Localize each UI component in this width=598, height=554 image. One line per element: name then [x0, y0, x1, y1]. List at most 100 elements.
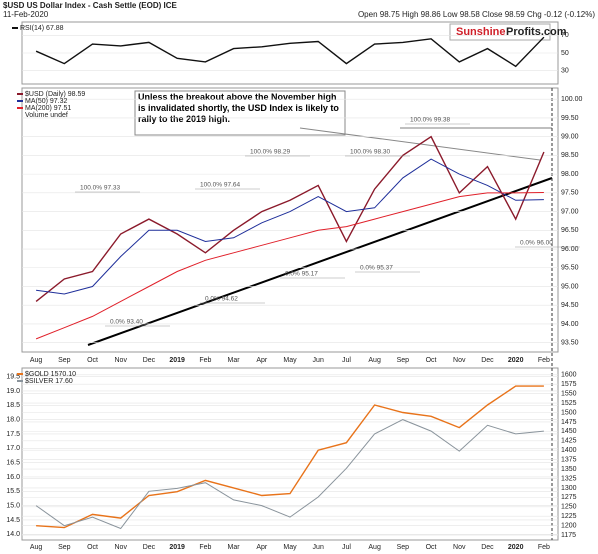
y-tick-label: 1400: [561, 447, 577, 454]
y-tick-label: 95.00: [561, 283, 579, 290]
y-tick-label: 98.50: [561, 152, 579, 159]
x-tick-label: Oct: [87, 357, 98, 364]
x-tick-label: Dec: [481, 357, 494, 364]
y-tick-label: 17.0: [6, 445, 20, 452]
y-tick-label: 15.5: [6, 488, 20, 495]
series-line: [36, 385, 544, 529]
x-tick-label: Nov: [453, 544, 466, 551]
y-tick-label: 14.5: [6, 517, 20, 524]
y-tick-label: 93.50: [561, 339, 579, 346]
x-tick-label: Feb: [538, 544, 550, 551]
legend-label: $USD (Daily) 98.59: [25, 91, 85, 98]
y-tick-label: 1500: [561, 409, 577, 416]
y-tick-label: 1600: [561, 372, 577, 379]
y-tick-label: 1300: [561, 485, 577, 492]
x-tick-label: May: [283, 357, 297, 364]
usd-frame: [21, 87, 559, 353]
x-tick-label: Oct: [426, 544, 437, 551]
y-tick-label: 15.0: [6, 502, 20, 509]
y-tick-label: 94.50: [561, 302, 579, 309]
x-tick-label: Aug: [30, 357, 43, 364]
x-tick-label: May: [283, 544, 297, 551]
logo: Sunshine: [456, 26, 506, 38]
fib-label: 100.0% 98.29: [250, 149, 291, 156]
y-tick-label: 1375: [561, 457, 577, 464]
y-tick-label: 1225: [561, 513, 577, 520]
annotation: Unless the breakout above the November h…: [138, 92, 339, 124]
x-tick-label: Aug: [368, 544, 381, 551]
x-tick-label: Oct: [87, 544, 98, 551]
y-tick-label: 30: [561, 68, 569, 75]
x-tick-label: Apr: [256, 357, 268, 364]
legend-label: $GOLD 1570.10: [25, 371, 76, 378]
y-tick-label: 19.5: [6, 373, 20, 380]
x-tick-label: Aug: [368, 357, 381, 364]
y-tick-label: 16.5: [6, 459, 20, 466]
x-tick-label: Nov: [115, 357, 128, 364]
series-line: [35, 419, 544, 530]
y-tick-label: 1550: [561, 390, 577, 397]
x-tick-label: Sep: [397, 544, 410, 551]
y-tick-label: 99.50: [561, 115, 579, 122]
fib-label: 100.0% 97.33: [80, 185, 121, 192]
x-tick-label: Nov: [453, 357, 466, 364]
annotation-box: [134, 90, 346, 136]
x-tick-label: Jul: [342, 357, 351, 364]
x-tick-label: Jun: [313, 544, 324, 551]
fib-label: 0.0% 95.17: [285, 271, 318, 278]
x-tick-label: 2019: [169, 544, 185, 551]
x-tick-label: Jul: [342, 544, 351, 551]
y-tick-label: 96.00: [561, 246, 579, 253]
y-tick-label: 96.50: [561, 227, 579, 234]
legend-label: MA(200) 97.51: [25, 105, 71, 112]
x-tick-label: 2020: [508, 357, 524, 364]
y-tick-label: 95.50: [561, 265, 579, 272]
series-line: [35, 192, 544, 340]
title: $USD US Dollar Index - Cash Settle (EOD)…: [3, 1, 177, 10]
y-tick-label: 94.00: [561, 321, 579, 328]
y-tick-label: 1525: [561, 400, 577, 407]
fib-label: 0.0% 94.62: [205, 296, 238, 303]
x-tick-label: Mar: [228, 357, 241, 364]
x-tick-label: Feb: [199, 544, 211, 551]
series-line: [35, 135, 545, 302]
x-tick-label: Sep: [58, 544, 71, 551]
y-tick-label: 1575: [561, 381, 577, 388]
x-tick-label: 2019: [169, 357, 185, 364]
fib-label: 0.0% 95.37: [360, 265, 393, 272]
y-tick-label: 17.5: [6, 431, 20, 438]
annotation-text: Unless the breakout above the November h…: [138, 92, 339, 124]
y-tick-label: 19.0: [6, 388, 20, 395]
x-tick-label: Aug: [30, 544, 43, 551]
fib-label: 0.0% 96.00: [520, 240, 553, 247]
fib-label: 100.0% 97.64: [200, 182, 241, 189]
y-tick-label: 1350: [561, 466, 577, 473]
legend-label: RSI(14) 67.88: [20, 25, 64, 32]
y-tick-label: 97.00: [561, 208, 579, 215]
gold-frame: [21, 367, 559, 541]
x-tick-label: Dec: [143, 544, 156, 551]
y-tick-label: 18.0: [6, 416, 20, 423]
x-tick-label: Oct: [426, 357, 437, 364]
y-tick-label: 1325: [561, 475, 577, 482]
x-tick-label: Sep: [58, 357, 71, 364]
y-tick-label: 99.00: [561, 134, 579, 141]
x-tick-label: Dec: [481, 544, 494, 551]
x-tick-label: Apr: [256, 544, 268, 551]
y-tick-label: 1450: [561, 428, 577, 435]
x-tick-label: Nov: [115, 544, 128, 551]
y-tick-label: 50: [561, 50, 569, 57]
y-tick-label: 70: [561, 32, 569, 39]
legend-label: $SILVER 17.60: [25, 378, 73, 385]
y-tick-label: 1175: [561, 532, 576, 539]
logo-box: [449, 23, 551, 41]
series-line: [35, 36, 545, 68]
x-tick-label: Dec: [143, 357, 156, 364]
y-tick-label: 1250: [561, 504, 577, 511]
y-tick-label: 1200: [561, 523, 577, 530]
legend-label: Volume undef: [25, 112, 68, 119]
y-tick-label: 98.00: [561, 171, 579, 178]
y-tick-label: 14.0: [6, 531, 20, 538]
y-tick-label: 97.50: [561, 190, 579, 197]
